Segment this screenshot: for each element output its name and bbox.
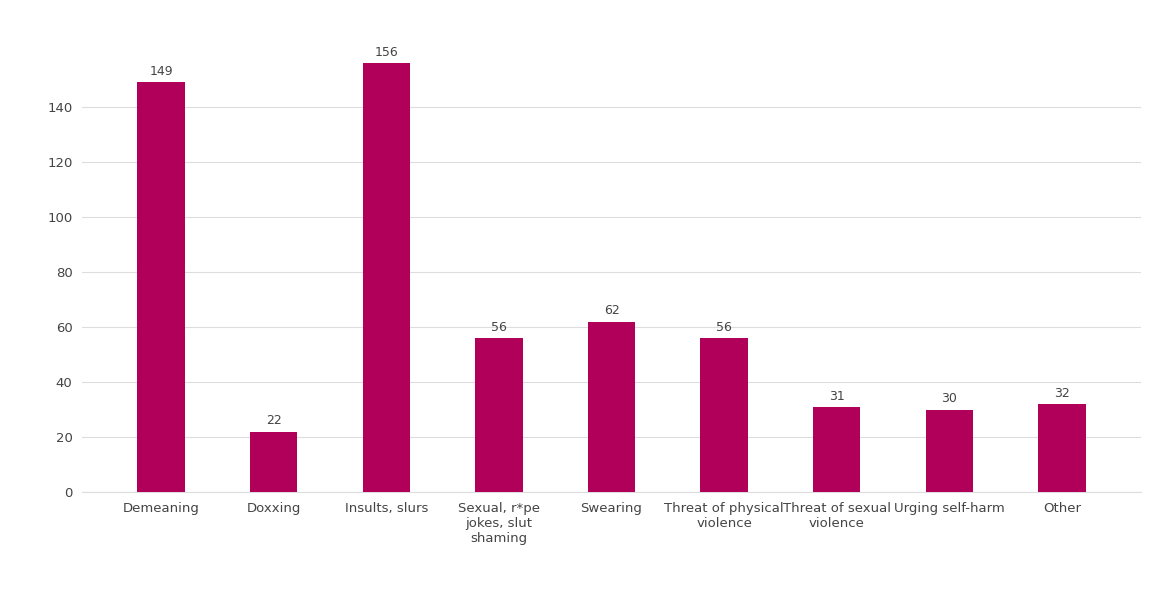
Text: 56: 56 xyxy=(492,321,507,334)
Bar xyxy=(1038,404,1085,492)
Bar xyxy=(701,338,748,492)
Text: 32: 32 xyxy=(1054,387,1070,400)
Text: 149: 149 xyxy=(149,65,173,78)
Bar xyxy=(926,410,973,492)
Bar xyxy=(362,63,410,492)
Text: 56: 56 xyxy=(716,321,731,334)
Text: 31: 31 xyxy=(829,389,844,403)
Text: 22: 22 xyxy=(266,415,281,427)
Text: 156: 156 xyxy=(374,46,399,59)
Bar xyxy=(588,322,635,492)
Bar xyxy=(250,431,298,492)
Text: 62: 62 xyxy=(603,304,620,317)
Bar xyxy=(138,82,185,492)
Bar xyxy=(813,407,861,492)
Text: 30: 30 xyxy=(941,392,957,406)
Bar xyxy=(475,338,522,492)
